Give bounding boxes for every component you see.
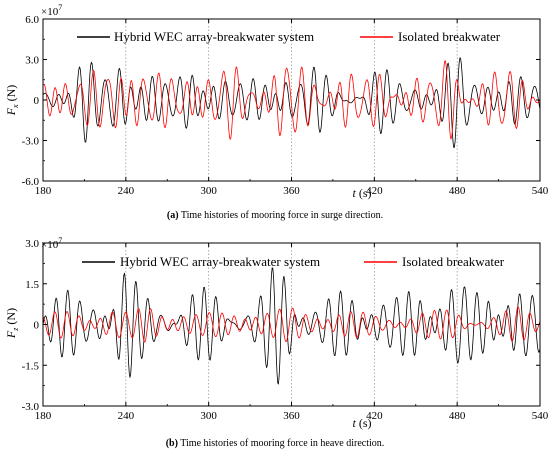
panel-a-caption: (a) Time histories of mooring force in s… [167,210,383,221]
panel-a-y-axis-label: Fx (N) [4,85,20,117]
panel-b-ytick-label-0: -3.0 [22,401,40,413]
panel-b-xtick-label-6: 540 [532,410,549,422]
panel-b-caption: (b) Time histories of mooring force in h… [166,438,385,449]
panel-b-xtick-label-4: 420 [366,410,383,422]
panel-b-x-ticks: 180 240 300 360 420 480 540 [35,243,549,422]
panel-a-legend-label-hybrid: Hybrid WEC array-breakwater system [114,29,314,44]
panel-b-y-multiplier: ×107 [41,236,62,251]
panel-a-ytick-label-0: -6.0 [22,176,40,188]
panel-b-ytick-label-3: 1.5 [25,279,39,291]
panel-a-ytick-label-3: 3.0 [25,55,39,67]
panel-a-x-ticks: 180 240 300 360 420 480 540 [35,19,549,197]
panel-a-legend: Hybrid WEC array-breakwater system Isola… [77,29,501,44]
panel-a-series-isolated [42,60,541,140]
panel-a-surge: 180 240 300 360 420 480 540 -6.0 -3.0 0 3.0 6.0 ×1… [4,3,549,221]
panel-b-ytick-label-1: -1.5 [22,360,40,372]
panel-b-x-axis-label: t (s) [352,416,371,430]
panel-b-xtick-label-5: 480 [449,410,466,422]
panel-b-series-hybrid [42,267,541,385]
panel-a-xtick-label-0: 180 [35,185,52,197]
panel-a-x-axis-label: t (s) [352,186,371,200]
panel-b-y-axis-label: Fz (N) [4,308,20,339]
panel-b-line-isolated [42,306,541,343]
panel-b-ytick-label-2: 0 [34,320,40,332]
panel-a-series-hybrid [42,57,541,148]
panel-b-xtick-label-3: 360 [283,410,300,422]
panel-a-line-isolated [42,60,541,140]
panel-b-heave: 180 240 300 360 420 480 540 -3.0 -1.5 0 1.5 3.0 ×1… [4,236,549,449]
panel-b-line-hybrid [42,267,541,385]
panel-a-legend-label-isolated: Isolated breakwater [398,29,501,44]
panel-b-y-ticks: -3.0 -1.5 0 1.5 3.0 [22,238,540,413]
panel-a-xtick-label-4: 420 [366,185,383,197]
panel-a-xtick-label-5: 480 [449,185,466,197]
panel-a-line-hybrid [42,57,541,148]
panel-b-legend-label-isolated: Isolated breakwater [402,254,505,269]
panel-a-xtick-label-2: 300 [200,185,217,197]
panel-a-xtick-label-6: 540 [532,185,549,197]
panel-b-xtick-label-1: 240 [118,410,135,422]
panel-a-ytick-label-2: 0 [34,95,40,107]
panel-b-xtick-label-0: 180 [35,410,52,422]
panel-a-y-multiplier: ×107 [41,3,62,18]
panel-a-y-ticks: -6.0 -3.0 0 3.0 6.0 [22,14,540,188]
panel-b-series-isolated [42,306,541,343]
panel-b-xtick-label-2: 300 [200,410,217,422]
panel-a-ytick-label-1: -3.0 [22,136,40,148]
panel-a-ytick-label-4: 6.0 [25,14,39,26]
panel-a-xtick-label-1: 240 [118,185,135,197]
panel-b-ytick-label-4: 3.0 [25,238,39,250]
panel-a-xtick-label-3: 360 [283,185,300,197]
panel-b-legend-label-hybrid: Hybrid WEC array-breakwater system [120,254,320,269]
panel-b-legend: Hybrid WEC array-breakwater system Isola… [82,254,505,269]
